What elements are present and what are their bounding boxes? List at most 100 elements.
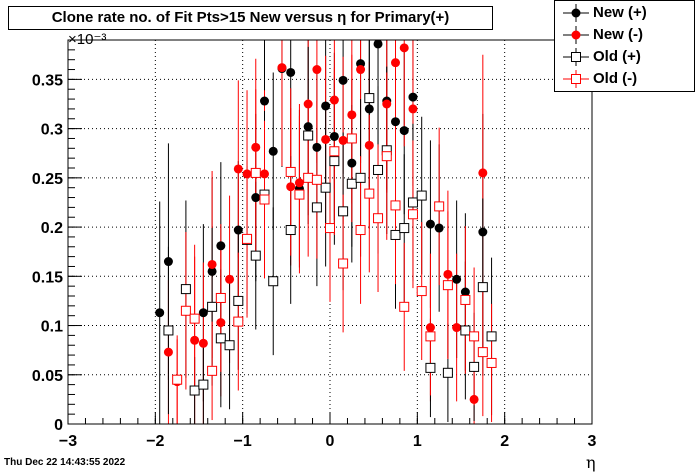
data-point bbox=[442, 367, 453, 378]
data-point bbox=[390, 229, 401, 240]
data-point bbox=[285, 166, 296, 177]
x-tick-label: 2 bbox=[500, 433, 509, 450]
data-point bbox=[329, 146, 340, 157]
axes: −3 −2 −1 0 1 2 3 0 0.05 0.1 0.15 0.2 0.25 0.3 0.35 bbox=[32, 39, 597, 450]
data-point bbox=[207, 301, 218, 312]
data-point bbox=[312, 65, 322, 75]
data-point bbox=[356, 65, 366, 75]
data-point bbox=[321, 101, 331, 111]
chart-title: Clone rate no. of Fit Pts>15 New versus … bbox=[8, 6, 493, 30]
data-point bbox=[242, 233, 253, 244]
data-point bbox=[399, 126, 409, 136]
data-point bbox=[399, 223, 410, 234]
data-point bbox=[346, 133, 357, 144]
data-point bbox=[225, 274, 235, 284]
data-point bbox=[477, 282, 488, 293]
data-point bbox=[425, 331, 436, 342]
data-point bbox=[233, 164, 243, 174]
data-point bbox=[294, 178, 304, 188]
data-point bbox=[460, 325, 471, 336]
data-point bbox=[434, 223, 444, 233]
data-point bbox=[382, 99, 392, 109]
data-point bbox=[486, 357, 497, 368]
data-point bbox=[216, 318, 226, 328]
data-point bbox=[407, 197, 418, 208]
data-point bbox=[268, 276, 279, 287]
data-point bbox=[321, 134, 331, 144]
legend-label: New (-) bbox=[593, 26, 643, 43]
data-point bbox=[434, 201, 445, 212]
x-tick-label: −2 bbox=[146, 433, 164, 450]
data-point bbox=[346, 178, 357, 189]
data-point bbox=[303, 122, 313, 132]
data-point bbox=[460, 287, 470, 297]
data-point bbox=[198, 379, 209, 390]
y-tick-label: 0.25 bbox=[32, 171, 63, 188]
data-point bbox=[260, 96, 269, 106]
data-point bbox=[364, 104, 374, 114]
y-tick-label: 0 bbox=[54, 417, 63, 434]
data-point bbox=[325, 223, 335, 234]
filled-circle-marker-icon bbox=[563, 26, 589, 44]
data-point bbox=[391, 117, 400, 127]
data-point bbox=[329, 156, 340, 167]
data-point bbox=[180, 305, 191, 316]
legend-label: Old (-) bbox=[593, 70, 638, 87]
data-point bbox=[215, 333, 226, 344]
data-point bbox=[155, 308, 165, 318]
data-point bbox=[338, 206, 349, 217]
data-point bbox=[460, 294, 471, 305]
y-tick-label: 0.1 bbox=[41, 319, 63, 336]
x-tick-label: 1 bbox=[413, 433, 422, 450]
data-point bbox=[207, 259, 217, 269]
data-point bbox=[443, 269, 453, 279]
data-point bbox=[250, 167, 261, 178]
data-point bbox=[172, 374, 183, 385]
x-tick-label: 3 bbox=[588, 433, 597, 450]
data-point bbox=[233, 316, 244, 327]
data-point bbox=[285, 225, 296, 236]
data-point bbox=[259, 194, 270, 205]
data-point bbox=[373, 164, 384, 175]
data-point bbox=[311, 202, 322, 213]
data-point bbox=[242, 169, 252, 179]
timestamp: Thu Dec 22 14:43:55 2022 bbox=[4, 457, 126, 468]
data-point bbox=[329, 95, 339, 105]
grid-lines bbox=[68, 40, 592, 424]
data-point bbox=[190, 335, 200, 345]
data-point bbox=[163, 325, 174, 336]
data-point bbox=[416, 190, 427, 201]
data-point bbox=[294, 189, 305, 200]
data-point bbox=[286, 182, 296, 192]
data-point bbox=[469, 331, 480, 342]
data-point bbox=[251, 193, 261, 203]
data-point bbox=[189, 385, 200, 396]
data-point bbox=[452, 323, 462, 333]
data-point bbox=[486, 331, 497, 342]
data-point bbox=[338, 75, 348, 85]
legend-item-new-plus: New (+) bbox=[555, 2, 694, 24]
y-tick-label: 0.35 bbox=[32, 72, 63, 89]
y-tick-label: 0.05 bbox=[32, 368, 63, 385]
data-point bbox=[425, 219, 435, 229]
data-point bbox=[163, 347, 173, 357]
data-point bbox=[452, 274, 462, 284]
data-point bbox=[364, 140, 374, 150]
data-point bbox=[311, 174, 322, 185]
data-point bbox=[268, 146, 278, 156]
data-point bbox=[407, 209, 418, 220]
data-point bbox=[425, 362, 436, 373]
data-point bbox=[381, 151, 392, 162]
data-point bbox=[329, 131, 339, 141]
data-point bbox=[355, 172, 366, 183]
open-square-marker-icon bbox=[563, 48, 589, 66]
data-point bbox=[207, 365, 218, 376]
x-axis-label: η bbox=[586, 453, 596, 472]
y-axis-exponent: ×10⁻³ bbox=[68, 31, 106, 48]
x-tick-label: −1 bbox=[234, 433, 252, 450]
data-point bbox=[416, 286, 427, 297]
y-tick-label: 0.3 bbox=[41, 122, 63, 139]
data-point bbox=[260, 169, 269, 179]
data-point bbox=[338, 258, 349, 269]
data-point bbox=[442, 280, 453, 291]
